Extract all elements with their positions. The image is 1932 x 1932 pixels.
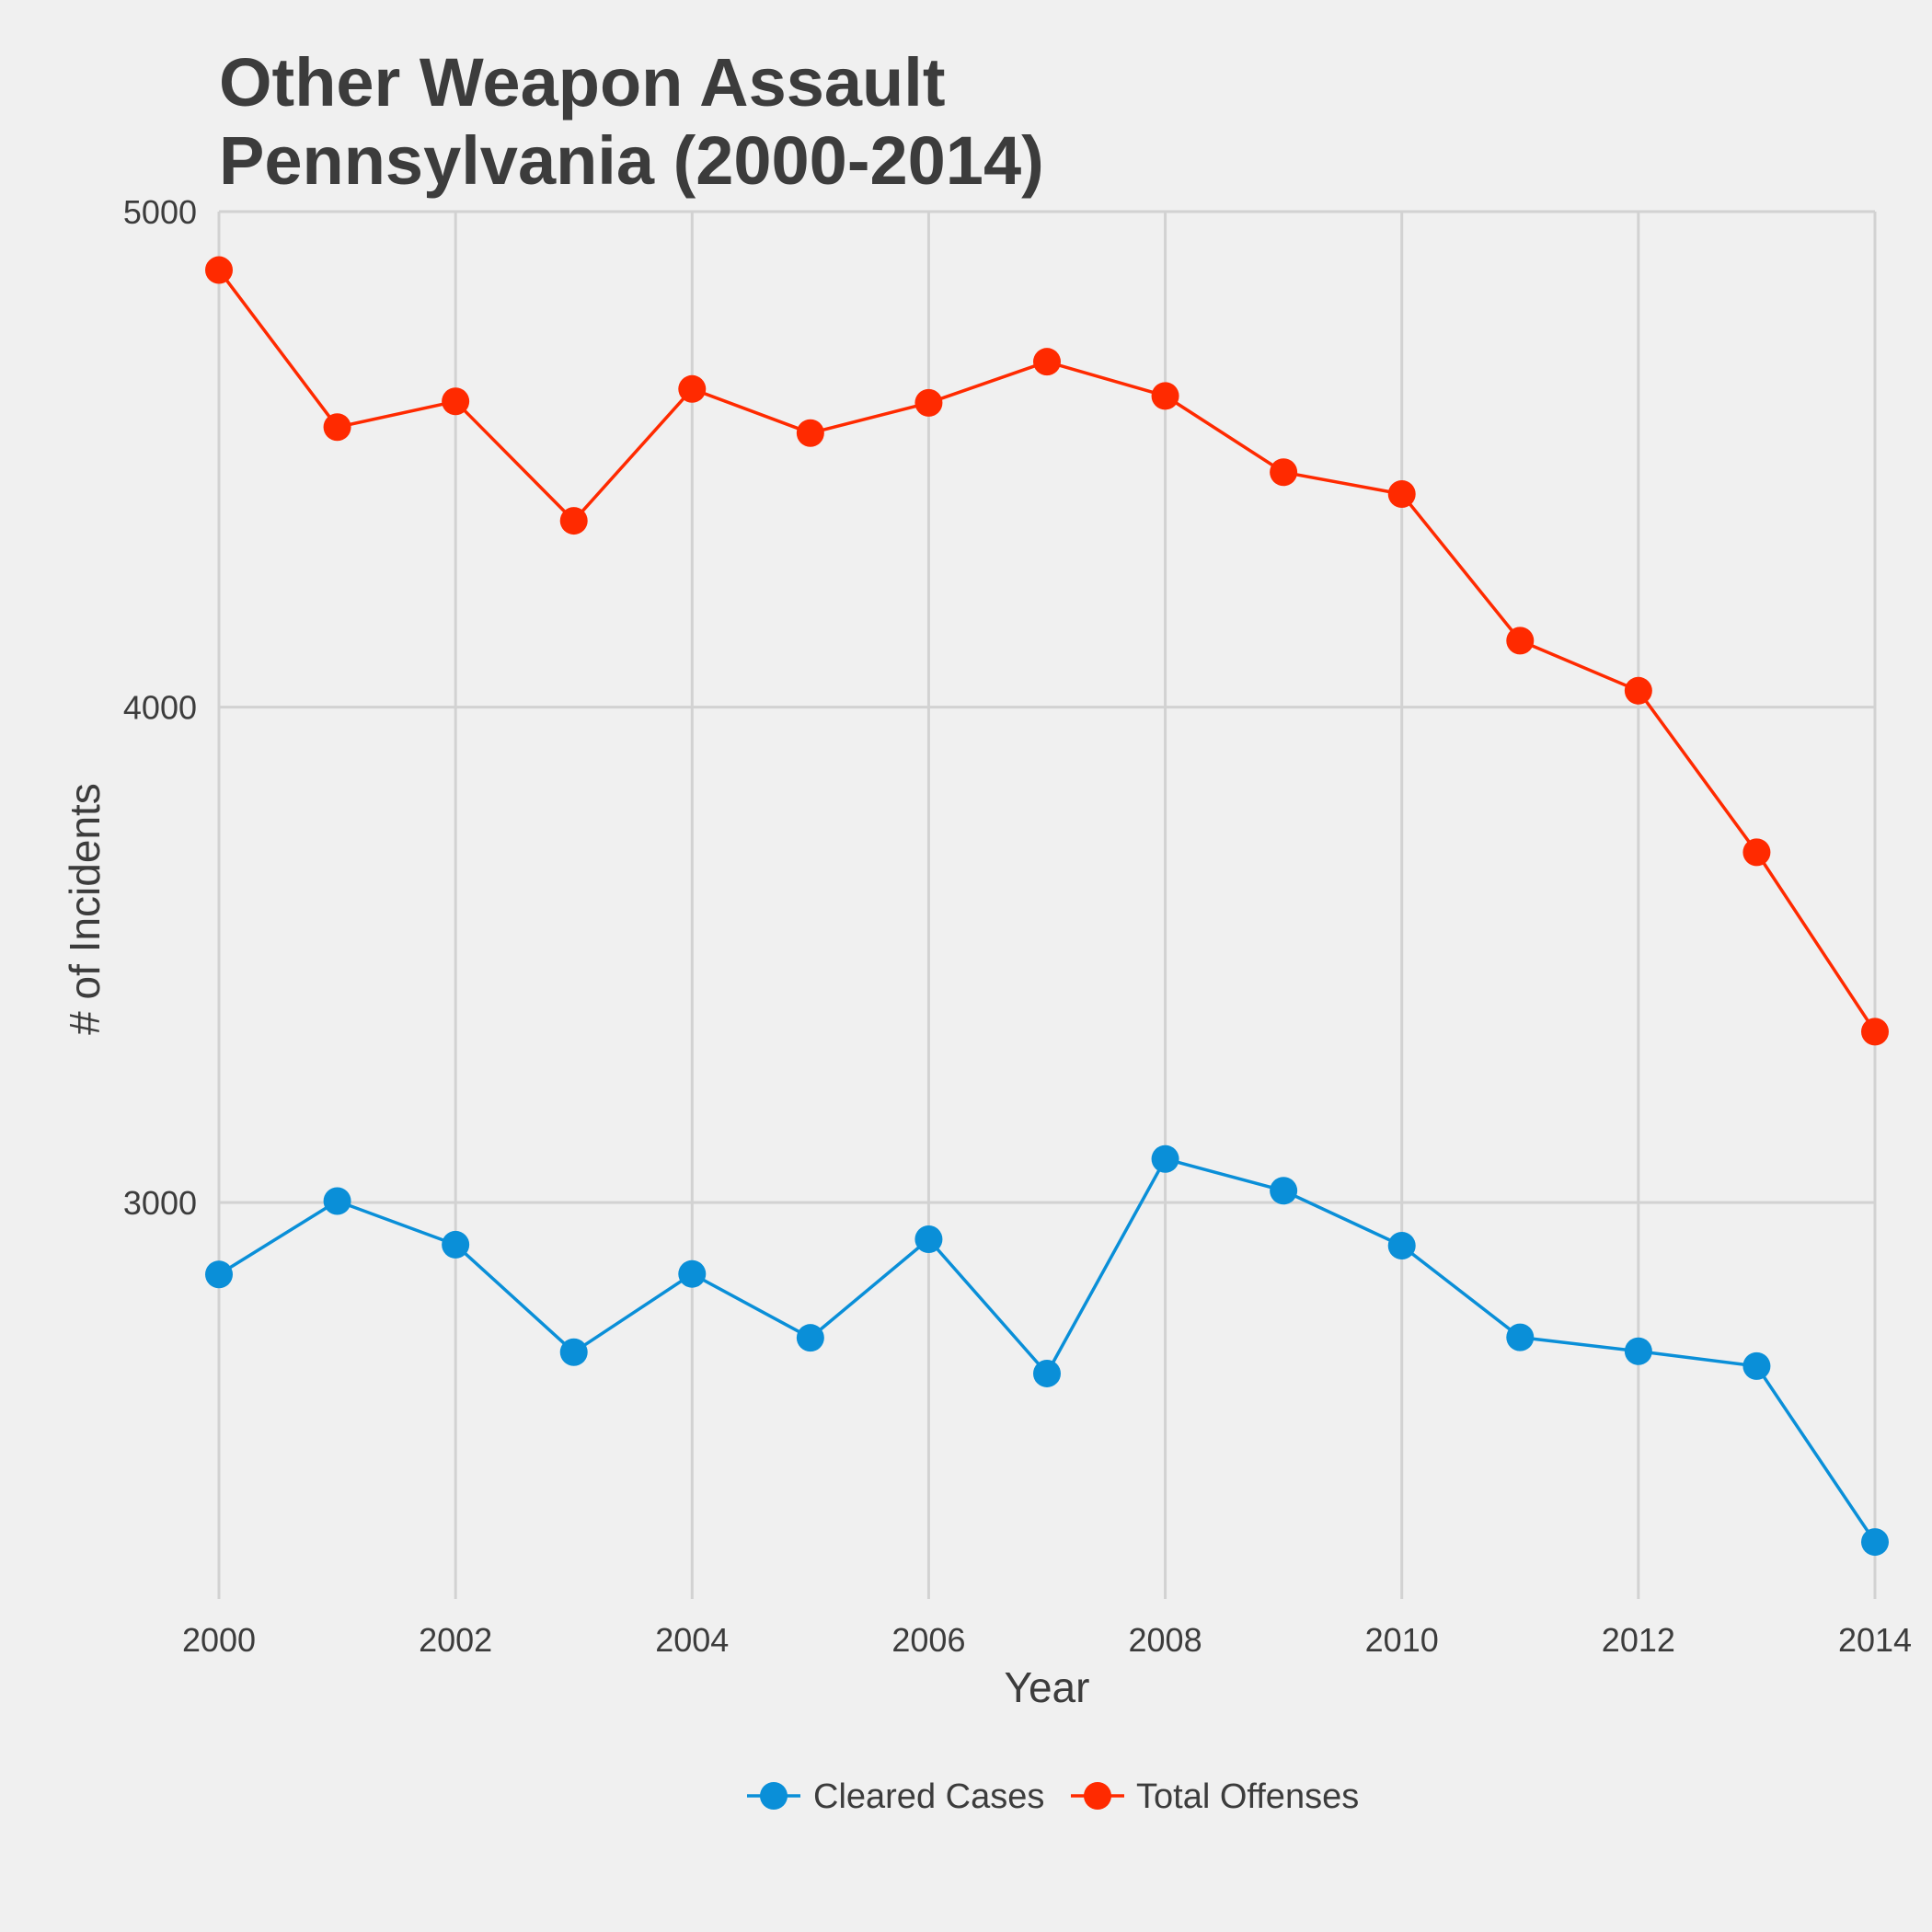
cleared-cases-point <box>796 1324 824 1352</box>
total-offenses-point <box>1033 348 1061 376</box>
x-tick-label: 2002 <box>419 1621 492 1659</box>
legend-key-marker <box>1084 1782 1111 1810</box>
data-series <box>205 256 1889 1557</box>
x-tick-label: 2004 <box>655 1621 729 1659</box>
total-offenses-point <box>1387 479 1416 508</box>
y-tick-label: 4000 <box>123 689 197 727</box>
cleared-cases-point <box>442 1230 470 1259</box>
total-offenses-point <box>1624 676 1652 705</box>
cleared-cases-series <box>205 1144 1889 1557</box>
total-offenses-point <box>1506 627 1535 655</box>
x-tick-label: 2000 <box>182 1621 256 1659</box>
cleared-cases-point <box>1151 1144 1179 1173</box>
total-offenses-point <box>678 374 707 403</box>
legend: Cleared Cases Total Offenses <box>747 1777 1359 1816</box>
chart-title-line-2: Pennsylvania (2000-2014) <box>219 122 1044 199</box>
cleared-cases-point <box>678 1259 707 1288</box>
cleared-cases-point <box>1270 1177 1298 1205</box>
legend-key-marker <box>760 1782 788 1810</box>
cleared-cases-point <box>1033 1359 1061 1387</box>
x-tick-label: 2012 <box>1602 1621 1675 1659</box>
cleared-cases-point <box>914 1225 943 1253</box>
legend-item-cleared-cases: Cleared Cases <box>747 1777 1044 1816</box>
total-offenses-line <box>217 269 1877 1033</box>
total-offenses-point <box>1151 382 1179 410</box>
cleared-cases-point <box>1624 1337 1652 1365</box>
cleared-cases-point <box>1742 1351 1771 1380</box>
total-offenses-point <box>1270 458 1298 487</box>
legend-item-total-offenses: Total Offenses <box>1071 1777 1359 1816</box>
total-offenses-point <box>442 387 470 416</box>
total-offenses-series <box>205 256 1889 1046</box>
legend-label: Total Offenses <box>1136 1777 1359 1816</box>
legend-label: Cleared Cases <box>813 1777 1044 1816</box>
x-tick-label: 2008 <box>1129 1621 1202 1659</box>
cleared-cases-point <box>559 1338 588 1366</box>
grid-lines <box>217 210 1877 1599</box>
x-tick-label: 2010 <box>1365 1621 1439 1659</box>
total-offenses-point <box>796 419 824 447</box>
y-axis-title: # of Incidents <box>61 783 109 1035</box>
y-tick-label: 3000 <box>123 1184 197 1222</box>
total-offenses-point <box>1861 1018 1889 1046</box>
cleared-cases-point <box>323 1187 351 1215</box>
total-offenses-point <box>205 256 233 284</box>
cleared-cases-point <box>205 1260 233 1289</box>
total-offenses-point <box>914 388 943 417</box>
y-tick-label: 5000 <box>123 193 197 231</box>
cleared-cases-point <box>1861 1528 1889 1557</box>
chart-title-line-1: Other Weapon Assault <box>219 44 945 121</box>
total-offenses-point <box>1742 838 1771 867</box>
x-tick-label: 2006 <box>891 1621 965 1659</box>
x-axis-title: Year <box>1005 1663 1090 1711</box>
total-offenses-point <box>323 413 351 442</box>
tick-labels: 2000 2002 2004 2006 2008 2010 2012 2014 3000 4000… <box>123 193 1912 1659</box>
x-tick-label: 2014 <box>1838 1621 1912 1659</box>
cleared-cases-point <box>1387 1231 1416 1259</box>
cleared-cases-point <box>1506 1323 1535 1351</box>
total-offenses-point <box>559 507 588 535</box>
